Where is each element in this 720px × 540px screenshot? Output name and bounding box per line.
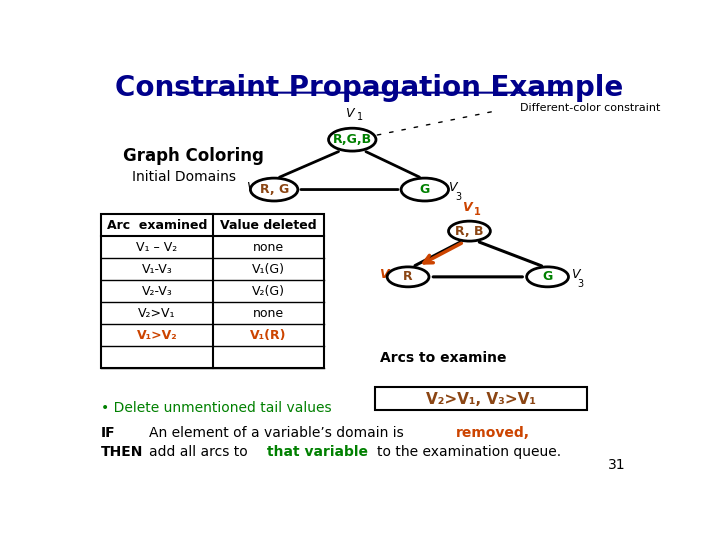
Text: Different-color constraint: Different-color constraint xyxy=(520,104,660,113)
Text: 2: 2 xyxy=(396,279,402,289)
Text: R, B: R, B xyxy=(455,225,484,238)
Text: R: R xyxy=(403,271,413,284)
Text: V₁>V₂: V₁>V₂ xyxy=(137,329,177,342)
Text: Arc  examined: Arc examined xyxy=(107,219,207,232)
Text: 3: 3 xyxy=(455,192,461,201)
Text: G: G xyxy=(542,271,553,284)
Text: V: V xyxy=(462,201,472,214)
Text: 3: 3 xyxy=(577,279,584,289)
Text: 1: 1 xyxy=(474,207,481,217)
Text: An element of a variable’s domain is: An element of a variable’s domain is xyxy=(148,426,408,440)
Text: V₁(R): V₁(R) xyxy=(251,329,287,342)
Text: to the examination queue.: to the examination queue. xyxy=(377,446,562,460)
Text: Arcs to examine: Arcs to examine xyxy=(380,351,507,365)
Text: V₂>V₁: V₂>V₁ xyxy=(138,307,176,320)
Text: V₂-V₃: V₂-V₃ xyxy=(142,285,172,298)
Text: V₂(G): V₂(G) xyxy=(252,285,285,298)
Text: add all arcs to: add all arcs to xyxy=(148,446,252,460)
Text: V₁ – V₂: V₁ – V₂ xyxy=(136,241,178,254)
Text: V₁-V₃: V₁-V₃ xyxy=(142,263,172,276)
Text: V₂>V₁, V₃>V₁: V₂>V₁, V₃>V₁ xyxy=(426,392,536,407)
Text: removed,: removed, xyxy=(456,426,529,440)
Text: IF: IF xyxy=(101,426,116,440)
Text: V: V xyxy=(571,268,580,281)
Text: 2: 2 xyxy=(262,192,268,201)
Ellipse shape xyxy=(449,221,490,241)
Text: • Delete unmentioned tail values: • Delete unmentioned tail values xyxy=(101,401,332,415)
Text: Initial Domains: Initial Domains xyxy=(132,170,236,184)
Ellipse shape xyxy=(251,178,298,201)
Text: V₁(G): V₁(G) xyxy=(252,263,285,276)
Text: that variable: that variable xyxy=(267,446,369,460)
Ellipse shape xyxy=(401,178,449,201)
Text: Constraint Propagation Example: Constraint Propagation Example xyxy=(115,73,623,102)
Ellipse shape xyxy=(387,267,429,287)
Text: V: V xyxy=(449,181,456,194)
Text: V: V xyxy=(246,181,255,194)
Text: V: V xyxy=(345,107,354,120)
Ellipse shape xyxy=(526,267,569,287)
Text: none: none xyxy=(253,241,284,254)
Text: G: G xyxy=(420,183,430,196)
FancyBboxPatch shape xyxy=(101,214,324,368)
Text: 1: 1 xyxy=(356,112,363,122)
Text: 31: 31 xyxy=(608,458,626,472)
Text: R,G,B: R,G,B xyxy=(333,133,372,146)
Text: none: none xyxy=(253,307,284,320)
Text: THEN: THEN xyxy=(101,446,143,460)
Text: R, G: R, G xyxy=(259,183,289,196)
Ellipse shape xyxy=(328,128,376,151)
Text: Graph Coloring: Graph Coloring xyxy=(124,147,264,165)
FancyBboxPatch shape xyxy=(374,387,587,410)
Text: Value deleted: Value deleted xyxy=(220,219,317,232)
Text: V: V xyxy=(379,268,389,281)
